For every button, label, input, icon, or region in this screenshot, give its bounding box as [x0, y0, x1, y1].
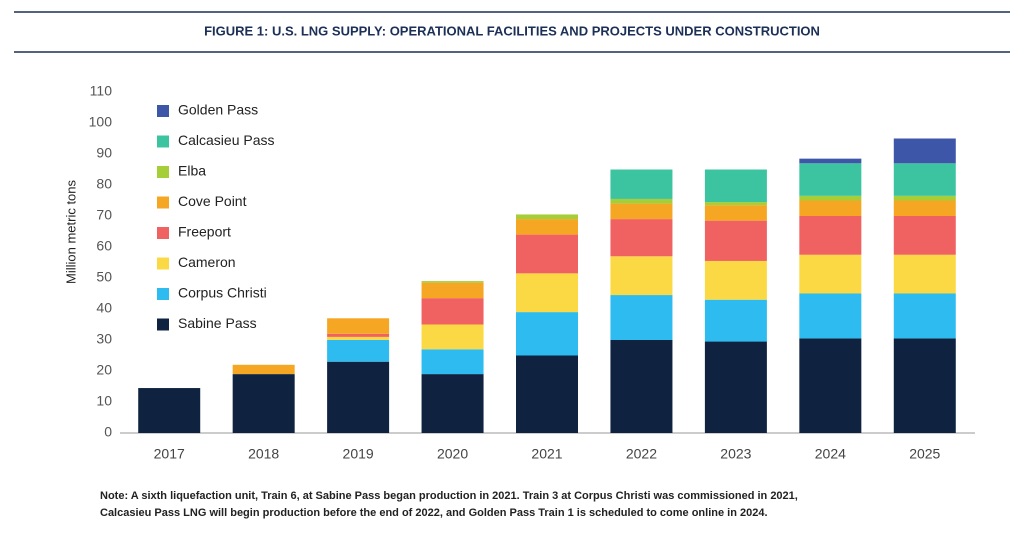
- note: Note: A sixth liquefaction unit, Train 6…: [100, 490, 798, 519]
- bar-segment: [421, 282, 484, 299]
- legend-swatch: [157, 257, 169, 270]
- bar-segment: [610, 295, 673, 340]
- legend-label: Calcasieu Pass: [178, 132, 275, 148]
- legend-swatch: [157, 288, 169, 300]
- bar-segment: [704, 299, 767, 342]
- bar-segment: [893, 338, 956, 433]
- bar-segment: [516, 214, 578, 220]
- bar-segment: [893, 163, 956, 196]
- x-tick-label: 2020: [437, 446, 468, 462]
- bar-segment: [799, 293, 862, 339]
- bar-segment: [138, 388, 201, 433]
- bar-segment: [799, 200, 862, 216]
- y-tick-label: 80: [96, 176, 112, 192]
- bar-segment: [421, 298, 484, 325]
- bar-segment: [893, 254, 956, 294]
- bar-segment: [799, 163, 862, 196]
- x-tick-label: 2025: [909, 446, 940, 462]
- legend-label: Cove Point: [178, 193, 247, 209]
- bar-segment: [893, 293, 956, 339]
- bar-segment: [704, 260, 767, 300]
- legend-label: Sabine Pass: [178, 315, 257, 331]
- x-tick-label: 2021: [531, 446, 562, 462]
- legend-label: Corpus Christi: [178, 285, 267, 301]
- bar-segment: [327, 340, 390, 362]
- bar-segment: [327, 333, 390, 337]
- bar-segment: [704, 220, 767, 261]
- bar-segment: [327, 336, 390, 340]
- bar-segment: [232, 364, 295, 375]
- bar-segment: [327, 361, 390, 433]
- bar-segment: [421, 324, 484, 350]
- y-tick-label: 0: [104, 424, 112, 440]
- bar-segment: [704, 169, 767, 203]
- x-tick-label: 2019: [343, 446, 374, 462]
- x-tick-label: 2018: [248, 446, 279, 462]
- legend-label: Golden Pass: [178, 102, 258, 118]
- bar-segment: [893, 200, 956, 216]
- bar-segment: [799, 195, 862, 201]
- legend-swatch: [157, 196, 169, 209]
- y-tick-label: 100: [89, 114, 113, 130]
- legend-swatch: [157, 318, 169, 331]
- x-tick-label: 2023: [720, 446, 751, 462]
- y-tick-label: 70: [96, 207, 112, 223]
- y-axis-label: Million metric tons: [63, 179, 78, 284]
- y-tick-label: 10: [96, 393, 112, 409]
- bar-segment: [421, 281, 484, 283]
- bar-segment: [516, 219, 578, 235]
- y-tick-label: 110: [90, 83, 113, 99]
- bar-segment: [704, 341, 767, 433]
- legend-label: Cameron: [178, 254, 236, 270]
- chart: FIGURE 1: U.S. LNG SUPPLY: OPERATIONAL F…: [14, 11, 1010, 462]
- y-tick-label: 60: [96, 238, 112, 254]
- bar-segment: [421, 349, 484, 375]
- bar-segment: [516, 355, 578, 433]
- bar-segment: [799, 338, 862, 433]
- chart-title: FIGURE 1: U.S. LNG SUPPLY: OPERATIONAL F…: [204, 23, 820, 38]
- legend-swatch: [157, 135, 169, 148]
- bar-segment: [516, 234, 578, 274]
- x-tick-label: 2024: [815, 446, 846, 462]
- y-tick-label: 40: [96, 300, 112, 316]
- bar-segment: [610, 203, 673, 220]
- bar-segment: [893, 138, 956, 164]
- bar-segment: [610, 219, 673, 257]
- bar-segment: [327, 318, 390, 334]
- legend-swatch: [157, 105, 169, 117]
- y-tick-label: 50: [96, 269, 112, 285]
- bar-segment: [610, 169, 673, 199]
- bar-segment: [799, 216, 862, 255]
- bar-segment: [610, 340, 673, 433]
- y-tick-label: 90: [96, 145, 112, 161]
- bar-segment: [516, 312, 578, 356]
- bar-segment: [421, 374, 484, 433]
- bar-segment: [704, 202, 767, 206]
- x-tick-label: 2022: [626, 446, 657, 462]
- bar-segment: [516, 273, 578, 313]
- y-tick-label: 20: [96, 362, 112, 378]
- legend-swatch: [157, 166, 169, 178]
- y-tick-label: 30: [96, 331, 112, 347]
- legend-label: Elba: [178, 163, 206, 179]
- bar-segment: [232, 374, 295, 433]
- bar-segment: [893, 195, 956, 201]
- bar-segment: [610, 198, 673, 204]
- bar-segment: [893, 216, 956, 255]
- legend-swatch: [157, 227, 169, 239]
- x-tick-label: 2017: [154, 446, 185, 462]
- bar-segment: [610, 256, 673, 296]
- bar-segment: [799, 158, 862, 164]
- bar-segment: [799, 254, 862, 294]
- bar-segment: [704, 205, 767, 221]
- legend-label: Freeport: [178, 224, 231, 240]
